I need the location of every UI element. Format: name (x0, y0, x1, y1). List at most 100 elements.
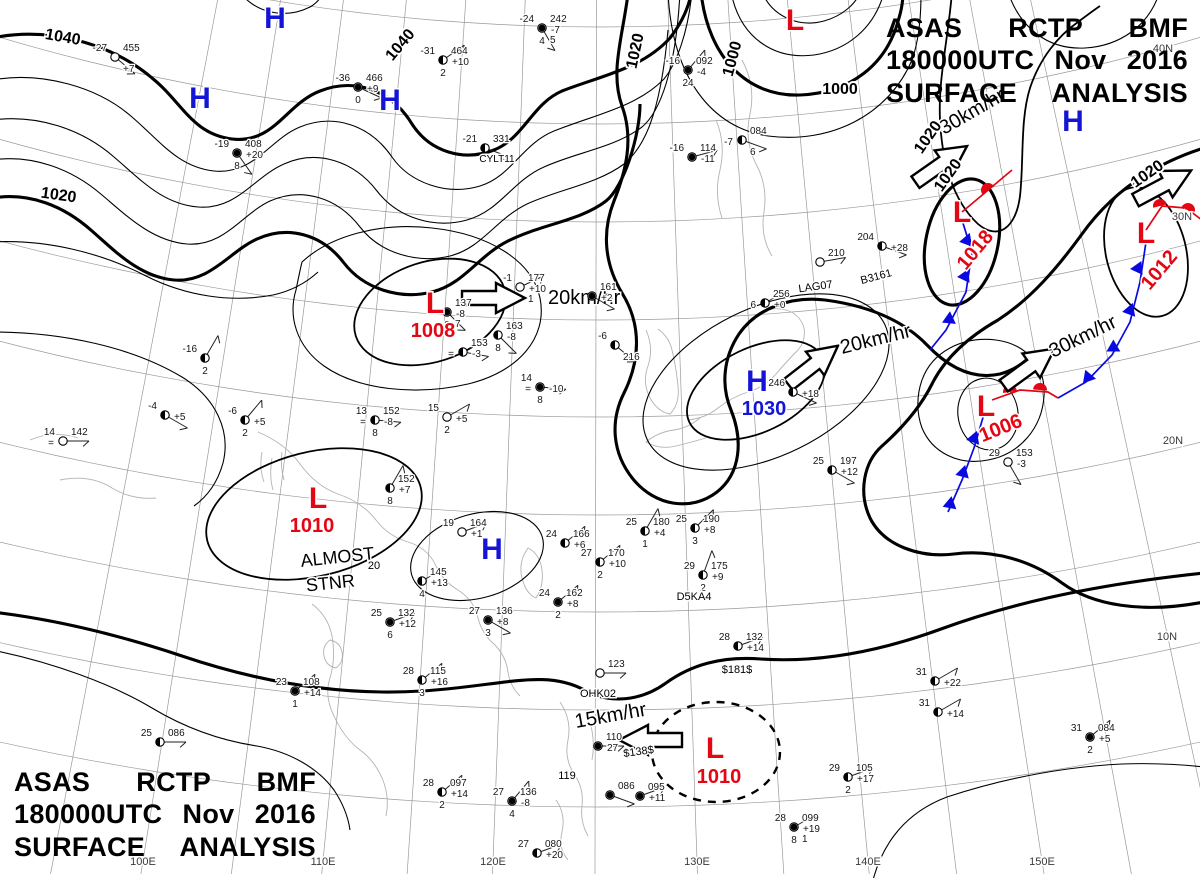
warm-front-line (961, 169, 1013, 213)
station-value: 2 (439, 800, 445, 811)
coastline (311, 603, 388, 817)
grid-latitude (0, 441, 1200, 516)
station-value: 13 (356, 406, 368, 417)
pressure-center-H: H (1062, 105, 1084, 138)
station-plot: 25 086 (140, 727, 186, 748)
station-value: -1 (503, 273, 512, 284)
wind-barb-tick-icon (583, 526, 586, 535)
station-value: 25 (676, 514, 688, 525)
station-half-fill-icon (437, 787, 442, 797)
station-value: 080 (545, 839, 562, 850)
wind-barb-tick-icon (462, 44, 465, 54)
isobar (668, 0, 922, 138)
coastline (520, 547, 543, 599)
station-value: 27 (581, 548, 593, 559)
wind-barb-tick-icon (954, 667, 958, 676)
station-value: 408 (245, 139, 262, 150)
station-value: 163 (506, 321, 523, 332)
isobar (873, 763, 1200, 878)
wind-barb-tick-icon (606, 308, 615, 312)
grid-longitude (727, 0, 785, 875)
station-value: -10 (549, 384, 564, 395)
isobar-value-label: 1000 (720, 39, 746, 78)
station-full-fill-icon (1086, 733, 1094, 741)
isobar-oval-L1018 (922, 177, 1002, 307)
station-plot: -16 114-11 (668, 142, 717, 167)
station-value: 8 (495, 343, 501, 354)
station-full-fill-icon (291, 687, 299, 695)
station-value: 27 (518, 839, 530, 850)
cold-front-triangle-icon (1082, 369, 1097, 384)
station-value: +12 (399, 619, 416, 630)
movement-arrow-icon (782, 344, 841, 392)
station-value: 2 (202, 366, 208, 377)
station-value: +20 (246, 150, 263, 161)
station-plot: 19 164+1 (442, 517, 489, 542)
wind-barb-tick-icon (557, 843, 562, 852)
station-value: 3 (692, 536, 698, 547)
warm-front-semicircle-icon (1181, 203, 1195, 212)
station-value: 1 (528, 294, 534, 305)
station-plot: -19 408+20 8 (213, 138, 265, 175)
station-value: +14 (947, 709, 964, 720)
station-value: +6 (574, 540, 586, 551)
station-plot: -4 +5 (147, 400, 188, 431)
station-plot: 28 097+14 2 (422, 774, 470, 812)
station-value: 24 (546, 529, 558, 540)
grid-longitude (969, 0, 1132, 875)
station-value: 28 (719, 632, 731, 643)
station-half-fill-icon (827, 465, 832, 475)
station-circle-icon (595, 668, 605, 678)
station-value: -31 (421, 46, 436, 57)
station-full-fill-icon (606, 791, 614, 799)
station-plot: 28 132+14 (718, 631, 766, 656)
isobar-trough (604, 0, 1036, 506)
station-plot: 31 +14 (918, 697, 966, 722)
station-half-fill-icon (843, 772, 848, 782)
station-value: 466 (366, 73, 383, 84)
wind-barb-tick-icon (482, 522, 487, 531)
pressure-center-L: L (309, 482, 327, 515)
station-value: 166 (573, 529, 590, 540)
station-value: +28 (891, 243, 908, 254)
station-full-fill-icon (484, 616, 492, 624)
station-half-fill-icon (480, 143, 485, 153)
station-value: +14 (304, 688, 321, 699)
grid-latitude (0, 541, 1200, 613)
station-value: 115 (430, 666, 446, 677)
station-value: 455 (123, 43, 140, 54)
pressure-center-value: 1008 (411, 320, 456, 342)
isobar (0, 0, 681, 224)
wind-barb-tick-icon (711, 550, 716, 559)
coastline (741, 59, 773, 257)
cold-front-triangle-icon (1130, 260, 1143, 275)
station-half-fill-icon (160, 410, 165, 420)
station-plot: 25 180+4 1 (625, 508, 671, 551)
wind-barb-tick-icon (540, 275, 545, 284)
station-half-fill-icon (930, 676, 935, 686)
station-value: +5 (456, 414, 468, 425)
station-plot: 23 108+14 1 (275, 673, 323, 711)
station-value: +19 (803, 824, 820, 835)
latitude-label: 10N (1157, 631, 1177, 643)
station-value: 23 (276, 677, 288, 688)
station-half-fill-icon (560, 538, 565, 548)
station-value: +4 (654, 528, 666, 539)
station-value: 2 (700, 583, 706, 594)
station-full-fill-icon (790, 823, 798, 831)
station-value: +12 (841, 467, 858, 478)
station-plot: 13 152-8 8 = (355, 405, 402, 441)
wind-barb-tick-icon (1013, 481, 1022, 485)
station-value: = (360, 417, 366, 428)
map-annotation: 119 (558, 770, 576, 782)
station-value: +11 (649, 793, 666, 804)
station-value: +2 (601, 293, 613, 304)
station-value: 095 (648, 782, 665, 793)
station-half-fill-icon (610, 340, 615, 350)
station-half-fill-icon (417, 576, 422, 586)
wind-barb-tick-icon (243, 172, 253, 175)
coastline (257, 431, 521, 697)
movement-arrow-icon (1130, 169, 1194, 208)
station-value: 2 (845, 785, 851, 796)
